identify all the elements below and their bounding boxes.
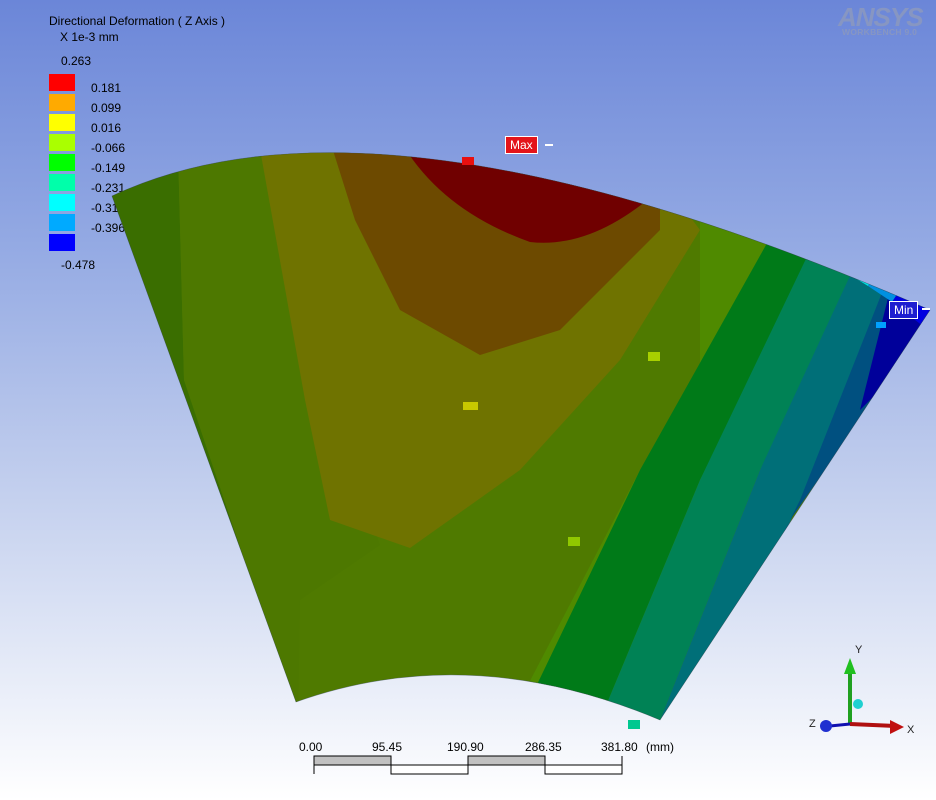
probe-marker <box>568 537 580 546</box>
legend-swatch <box>49 174 75 191</box>
min-probe-label: Min <box>889 301 919 319</box>
probe-marker <box>463 402 478 410</box>
legend-title: Directional Deformation ( Z Axis ) <box>49 14 226 28</box>
logo-brand: ANSYS <box>838 2 924 32</box>
contour-band <box>600 240 860 720</box>
legend-band-label: 0.099 <box>91 101 122 115</box>
scale-unit: (mm) <box>646 740 674 754</box>
contour-band <box>480 200 790 720</box>
contour-band <box>782 228 820 254</box>
legend-swatch <box>49 114 75 131</box>
probe-marker <box>462 157 474 165</box>
probe-marker <box>628 720 640 729</box>
legend-swatch <box>49 234 75 251</box>
legend-min-value: -0.478 <box>61 258 96 272</box>
contour-band <box>390 152 675 243</box>
legend-max-value: 0.263 <box>61 54 92 68</box>
scale-tick-label: 286.35 <box>525 740 562 754</box>
legend-band-label: -0.231 <box>91 181 126 195</box>
legend-band-label: 0.016 <box>91 121 122 135</box>
legend-band-label: -0.149 <box>91 161 126 175</box>
axis-z-label: Z <box>809 718 816 730</box>
legend-swatch <box>49 214 75 231</box>
scale-tick-label: 190.90 <box>447 740 484 754</box>
legend-units: X 1e-3 mm <box>60 30 119 44</box>
legend-band-label: -0.066 <box>91 141 126 155</box>
contour-band <box>660 265 890 720</box>
legend-swatch <box>49 74 75 91</box>
scale-bar: 0.00 95.45 190.90 286.35 381.80 (mm) <box>299 738 700 778</box>
scale-tick-label: 381.80 <box>601 740 638 754</box>
axis-x-label: X <box>907 724 915 736</box>
scale-tick-label: 0.00 <box>299 740 323 754</box>
scale-tick-label: 95.45 <box>372 740 403 754</box>
probe-marker <box>648 352 660 361</box>
legend-swatch <box>49 134 75 151</box>
legend-band-label: -0.396 <box>91 221 126 235</box>
contour-band <box>752 215 790 240</box>
ansys-logo: ANSYS WORKBENCH 9.0 <box>838 2 934 42</box>
legend-band-label: 0.181 <box>91 81 122 95</box>
contour-band <box>520 220 820 720</box>
contour-band <box>665 180 720 210</box>
legend-swatch <box>49 94 75 111</box>
contour-band <box>712 200 760 226</box>
max-probe-label: Max <box>505 136 538 154</box>
probe-marker <box>876 322 886 328</box>
axis-y-label: Y <box>855 644 863 656</box>
legend-swatch <box>49 154 75 171</box>
scale-bar-graphic <box>313 755 623 775</box>
contour-band <box>178 152 380 720</box>
legend-swatch <box>49 194 75 211</box>
logo-product: WORKBENCH 9.0 <box>842 27 918 37</box>
axis-triad[interactable] <box>800 640 930 750</box>
